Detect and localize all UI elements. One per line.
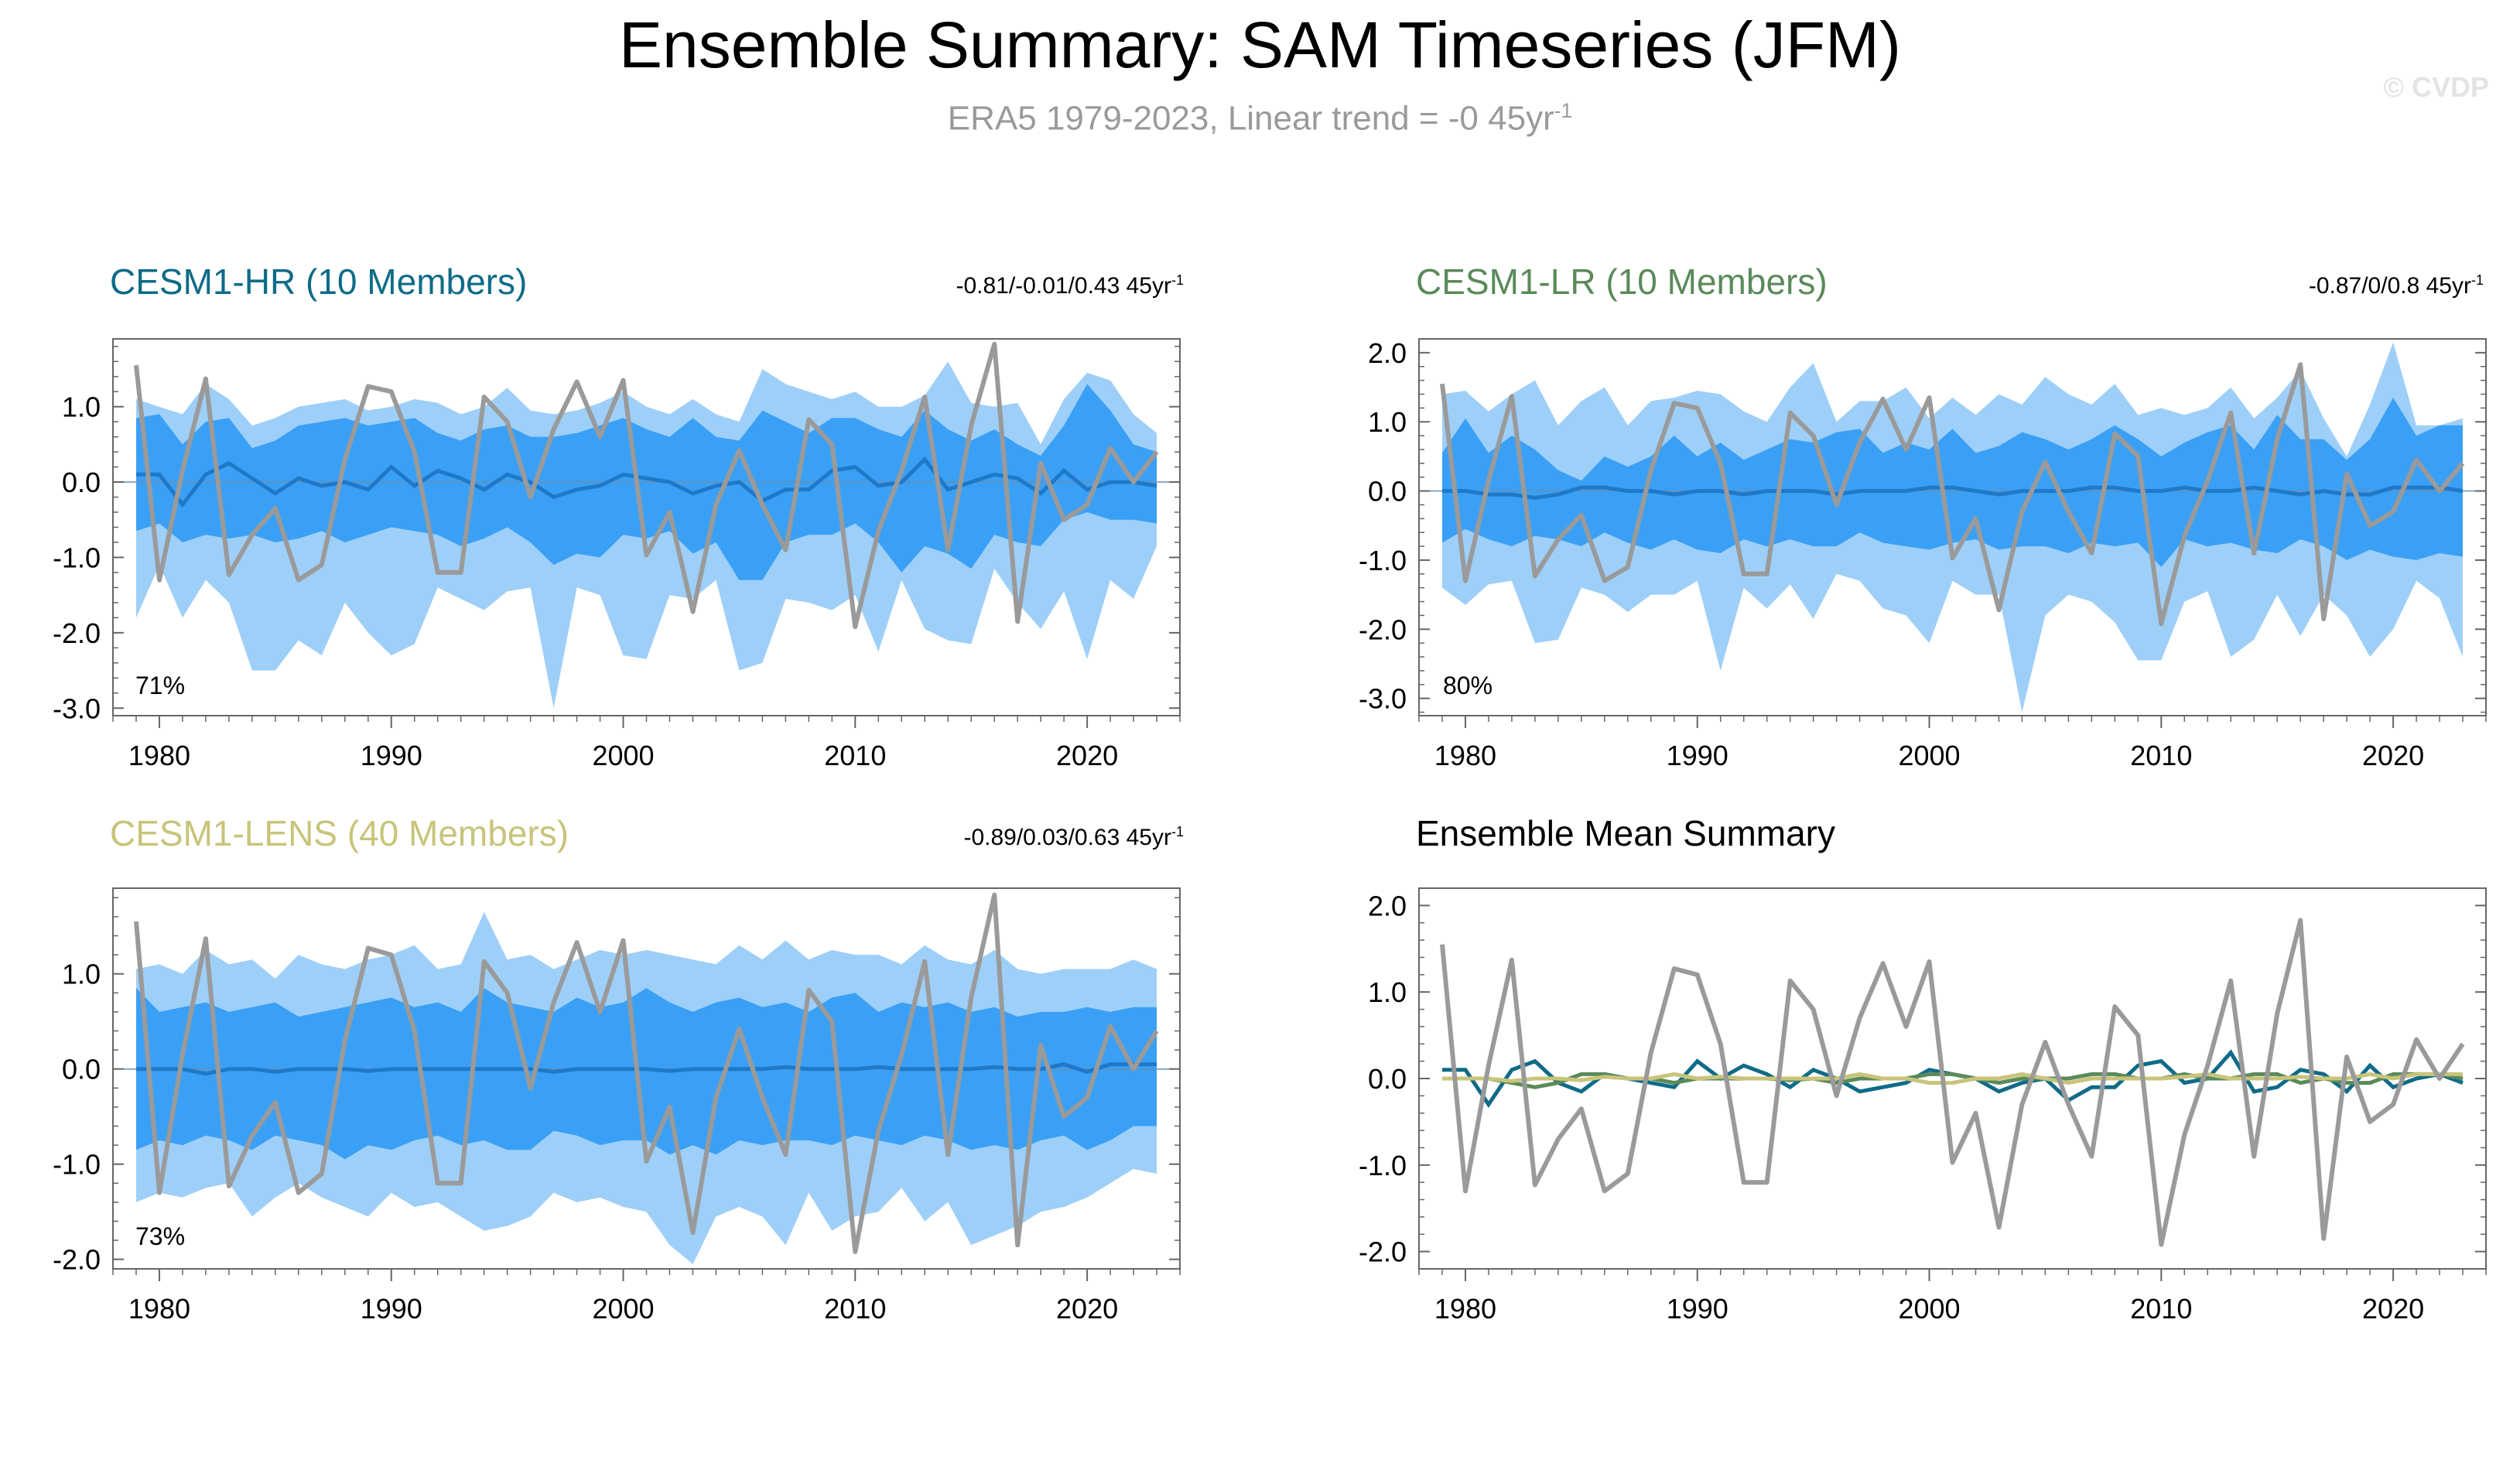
- panel-title-mean: Ensemble Mean Summary: [1416, 813, 1835, 853]
- x-tick-label: 1980: [1434, 740, 1496, 771]
- y-tick-label: 2.0: [1368, 890, 1407, 921]
- y-tick-label: -1.0: [1359, 545, 1407, 576]
- x-tick-label: 2000: [1898, 1293, 1960, 1325]
- plot-area: [113, 341, 1180, 709]
- panel-range-lr: -0.87/0/0.8 45yr-1: [2120, 272, 2484, 299]
- panel-title-lens: CESM1-LENS (40 Members): [110, 813, 569, 853]
- percent-label-lens: 73%: [135, 1222, 186, 1250]
- range-text-hr: -0.81/-0.01/0.43 45yr: [956, 273, 1171, 299]
- range-sup-hr: -1: [1171, 272, 1184, 288]
- x-tick-label: 1980: [128, 1293, 190, 1325]
- y-tick-label: -3.0: [53, 692, 101, 724]
- observed-line: [1440, 362, 2465, 627]
- y-tick-label: 2.0: [1368, 337, 1407, 369]
- x-tick-label: 1990: [1667, 740, 1728, 771]
- x-axis: 1980 1990 2000 2010 2020: [1418, 1269, 2487, 1325]
- y-tick-label: 1.0: [62, 391, 101, 423]
- x-tick-label: 2020: [2362, 740, 2424, 771]
- plot-area: [1419, 342, 2486, 713]
- spread-band-inner: [136, 988, 1157, 1160]
- y-axis: 1.0 0.0 -1.0 -2.0: [53, 897, 1180, 1276]
- observed-line: [1440, 918, 2465, 1247]
- y-tick-label: -1.0: [1359, 1150, 1407, 1181]
- panel-title-lr: CESM1-LR (10 Members): [1416, 262, 1828, 302]
- panel-range-lens: -0.89/0.03/0.63 45yr-1: [820, 824, 1184, 851]
- x-tick-label: 2000: [1898, 740, 1960, 771]
- subtitle-text: ERA5 1979-2023, Linear trend = -0 45yr: [947, 99, 1554, 138]
- y-tick-label: 1.0: [1368, 406, 1407, 438]
- figure: Ensemble Summary: SAM Timeseries (JFM) E…: [0, 9, 2520, 1325]
- panel-range-hr: -0.81/-0.01/0.43 45yr-1: [820, 272, 1184, 299]
- x-axis: 1980 1990 2000 2010 2020: [112, 1269, 1181, 1325]
- y-tick-label: -2.0: [1359, 1236, 1407, 1268]
- ensemble-mean-line: [136, 1062, 1157, 1076]
- y-axis: 1.0 0.0 -1.0 -2.0 -3.0: [53, 345, 1180, 724]
- watermark: © CVDP: [2383, 71, 2489, 103]
- plot-area: [113, 892, 1180, 1264]
- y-tick-label: -2.0: [1359, 614, 1407, 645]
- chart-mean: 2.0 1.0 0.0 -1.0 -2.0 1980 1990 2000 2010 2020: [1359, 887, 2487, 1325]
- ensemble-mean-line: [1442, 485, 2464, 501]
- figure-subtitle: ERA5 1979-2023, Linear trend = -0 45yr-1: [0, 99, 2520, 138]
- x-tick-label: 1990: [361, 1293, 422, 1325]
- y-tick-label: 0.0: [1368, 1063, 1407, 1095]
- y-tick-label: 1.0: [62, 959, 101, 990]
- y-tick-label: -3.0: [1359, 683, 1407, 715]
- y-tick-label: -1.0: [53, 542, 101, 573]
- percent-label-hr: 71%: [135, 672, 186, 699]
- y-tick-label: 0.0: [62, 467, 101, 498]
- x-tick-label: 2010: [2130, 1293, 2192, 1325]
- x-axis: 1980 1990 2000 2010 2020: [112, 716, 1181, 771]
- series-line-lens: [1442, 1072, 2463, 1085]
- y-tick-label: -2.0: [53, 617, 101, 649]
- range-sup-lr: -1: [2470, 272, 2484, 288]
- y-tick-label: -2.0: [53, 1244, 101, 1276]
- x-tick-label: 2010: [2130, 740, 2192, 771]
- chart-lr: 2.0 1.0 0.0 -1.0 -2.0 -3.0 1980 1990 2000 2010 202…: [1359, 337, 2487, 771]
- ensemble-mean-line: [136, 456, 1157, 508]
- x-tick-label: 2010: [824, 1293, 886, 1325]
- x-tick-label: 2000: [592, 740, 654, 771]
- range-sup-lens: -1: [1171, 824, 1184, 839]
- percent-label-lr: 80%: [1443, 672, 1493, 699]
- spread-band-inner: [1442, 398, 2463, 567]
- x-axis: 1980 1990 2000 2010 2020: [1418, 716, 2487, 771]
- y-tick-label: 0.0: [62, 1054, 101, 1085]
- y-tick-label: 1.0: [1368, 976, 1407, 1008]
- figure-title: Ensemble Summary: SAM Timeseries (JFM): [619, 9, 1901, 81]
- x-tick-label: 2020: [1056, 740, 1118, 771]
- x-tick-label: 1990: [361, 740, 422, 771]
- range-text-lr: -0.87/0/0.8 45yr: [2308, 273, 2471, 299]
- observed-line: [134, 341, 1159, 630]
- x-tick-label: 2000: [592, 1293, 654, 1325]
- y-tick-label: 0.0: [1368, 476, 1407, 508]
- range-text-lens: -0.89/0.03/0.63 45yr: [963, 825, 1171, 850]
- x-tick-label: 2020: [1056, 1293, 1118, 1325]
- panel-title-hr: CESM1-HR (10 Members): [110, 262, 528, 302]
- y-axis: 2.0 1.0 0.0 -1.0 -2.0: [1359, 887, 2486, 1270]
- plot-area: [1440, 918, 2465, 1247]
- x-tick-label: 2010: [824, 740, 886, 771]
- y-tick-label: -1.0: [53, 1149, 101, 1181]
- chart-hr: 1.0 0.0 -1.0 -2.0 -3.0 1980 1990 2000 2010 2020: [53, 338, 1181, 771]
- x-tick-label: 2020: [2362, 1293, 2424, 1325]
- x-tick-label: 1980: [1434, 1293, 1496, 1325]
- x-tick-label: 1980: [128, 740, 190, 771]
- chart-lens: 1.0 0.0 -1.0 -2.0 1980 1990 2000 2010 2020: [53, 887, 1181, 1325]
- x-tick-label: 1990: [1667, 1293, 1728, 1325]
- subtitle-sup: -1: [1554, 99, 1573, 122]
- y-axis: 2.0 1.0 0.0 -1.0 -2.0 -3.0: [1359, 337, 2486, 715]
- observed-line: [134, 892, 1159, 1254]
